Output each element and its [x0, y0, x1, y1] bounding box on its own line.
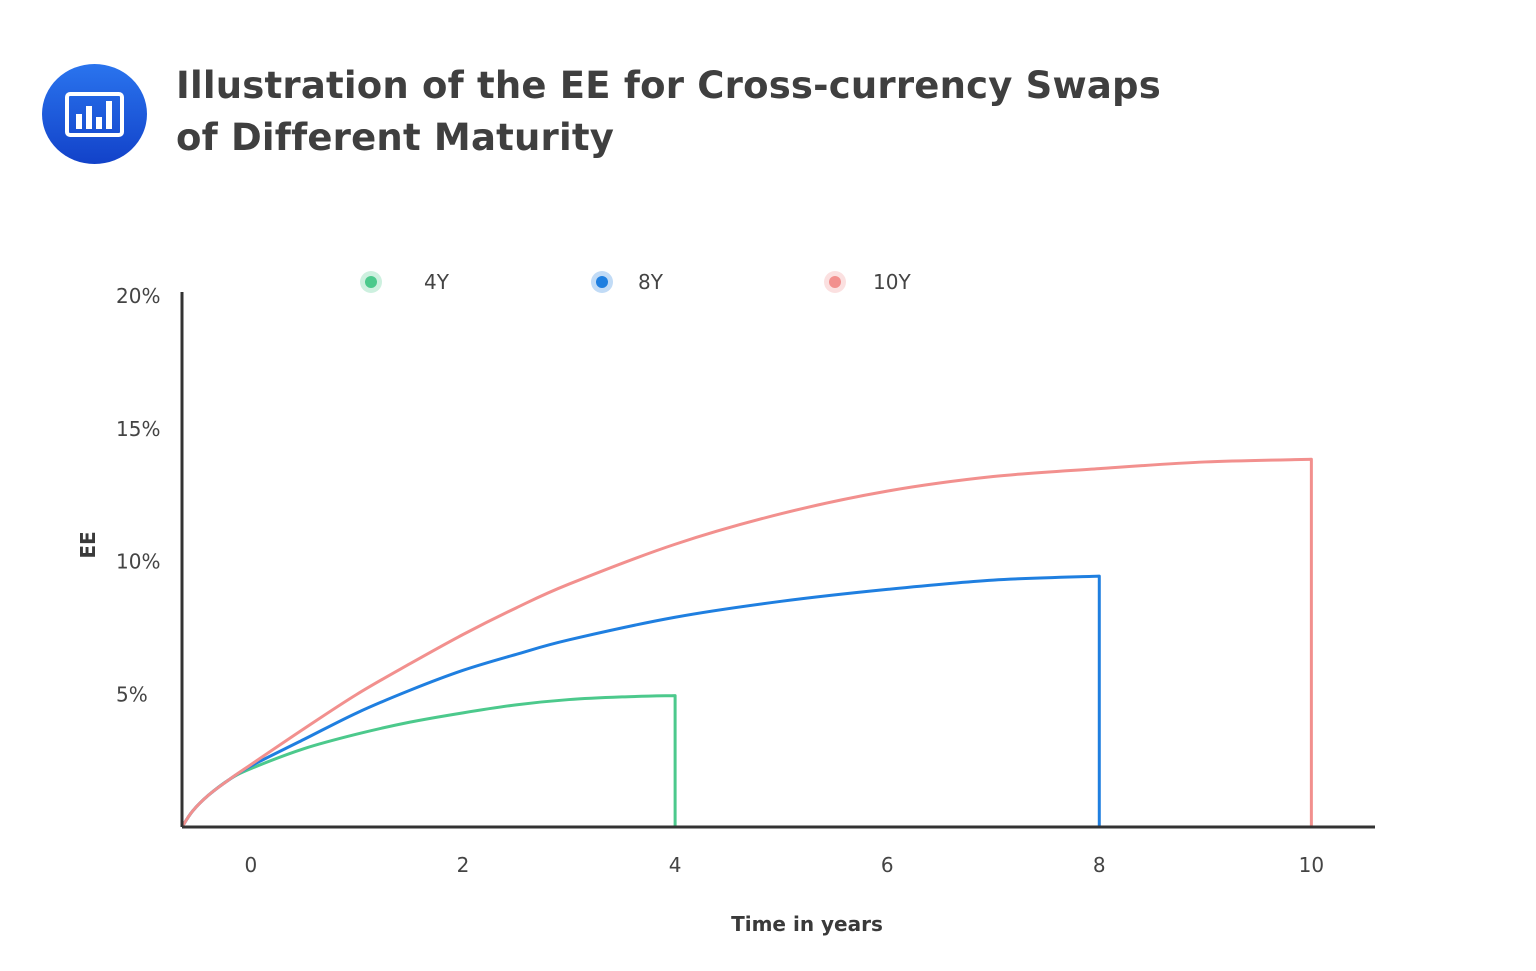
y-axis-title: EE — [76, 531, 100, 558]
y-tick-label: 10% — [116, 550, 160, 574]
legend-marker-4y — [365, 276, 377, 288]
y-tick-label: 5% — [116, 682, 148, 706]
series-line-10y — [180, 457, 1313, 828]
y-tick-label: 20% — [116, 284, 160, 308]
x-tick-label: 6 — [881, 853, 894, 877]
x-tick-label: 2 — [457, 853, 470, 877]
chart-legend: 4Y 8Y 10Y — [360, 270, 911, 294]
x-tick-label: 0 — [245, 853, 258, 877]
page-title: Illustration of the EE for Cross-currenc… — [176, 60, 1276, 164]
y-tick-label: 15% — [116, 417, 160, 441]
series-line-8y — [180, 574, 1101, 828]
legend-label-8y: 8Y — [638, 270, 664, 294]
x-tick-label: 8 — [1093, 853, 1106, 877]
x-tick-label: 4 — [669, 853, 682, 877]
y-axis-ticks: 5% 10% 15% 20% — [116, 284, 160, 706]
series-layer — [180, 457, 1313, 828]
legend-label-10y: 10Y — [873, 270, 911, 294]
legend-marker-10y — [829, 276, 841, 288]
x-axis-title: Time in years — [731, 912, 883, 936]
title-line-1: Illustration of the EE for Cross-currenc… — [176, 64, 1161, 107]
bar-chart-icon — [42, 64, 147, 164]
title-line-2: of Different Maturity — [176, 116, 615, 159]
legend-label-4y: 4Y — [424, 270, 450, 294]
x-axis-ticks: 0 2 4 6 8 10 — [245, 853, 1325, 877]
x-tick-label: 10 — [1299, 853, 1324, 877]
legend-marker-8y — [596, 276, 608, 288]
